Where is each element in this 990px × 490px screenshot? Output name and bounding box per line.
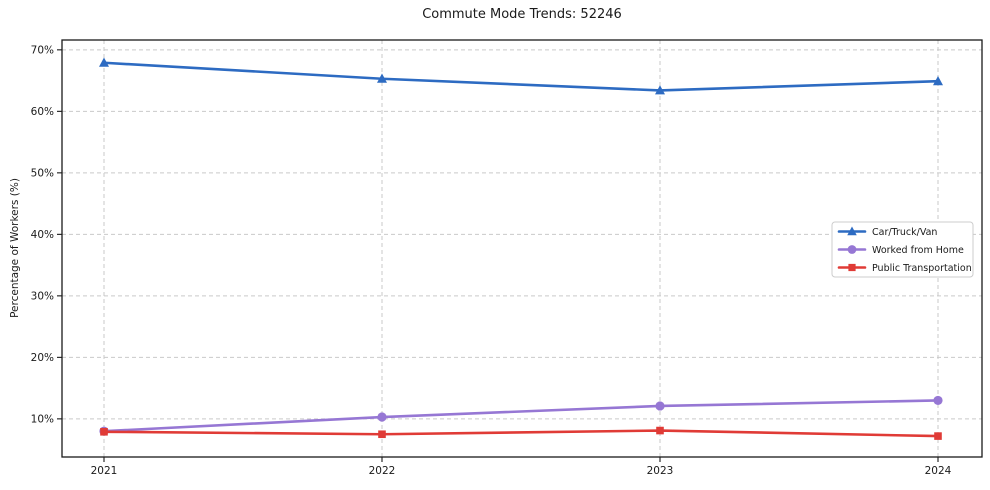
y-tick-label: 60% — [31, 106, 54, 118]
legend-box — [831, 221, 974, 278]
data-point-worked-from-home — [377, 412, 387, 422]
y-tick-label: 30% — [31, 291, 54, 303]
series-line-car-truck-van — [102, 61, 940, 92]
series-line-worked-from-home — [102, 399, 940, 433]
x-tick-label: 2022 — [369, 465, 396, 477]
legend-square-icon — [848, 263, 856, 272]
y-tick-label: 70% — [31, 45, 54, 57]
chart-title: Commute Mode Trends: 52246 — [422, 7, 622, 22]
y-tick-label: 50% — [31, 168, 54, 180]
data-point-worked-from-home — [933, 395, 943, 406]
data-point-car-truck-van — [655, 85, 665, 95]
x-tick-label: 2023 — [647, 465, 674, 477]
y-tick-label: 20% — [31, 352, 54, 364]
legend-label: Car/Truck/Van — [872, 227, 937, 238]
data-point-public-transportation — [100, 427, 108, 436]
data-point-worked-from-home — [655, 401, 665, 411]
series-line-public-transportation — [102, 429, 940, 438]
x-tick-label: 2021 — [91, 465, 118, 477]
data-point-car-truck-van — [99, 57, 109, 67]
legend-circle-icon — [847, 245, 857, 254]
legend-label: Public Transportation — [872, 263, 972, 274]
legend-label: Worked from Home — [872, 245, 964, 256]
data-point-car-truck-van — [933, 76, 943, 86]
data-point-public-transportation — [378, 430, 386, 439]
x-tick-label: 2024 — [925, 465, 952, 477]
y-tick-label: 10% — [31, 414, 54, 426]
y-tick-label: 40% — [31, 229, 54, 241]
data-point-public-transportation — [934, 432, 942, 440]
data-point-public-transportation — [656, 426, 664, 435]
plot-border — [61, 39, 983, 458]
data-point-car-truck-van — [377, 73, 387, 83]
legend-triangle-icon — [847, 226, 857, 236]
